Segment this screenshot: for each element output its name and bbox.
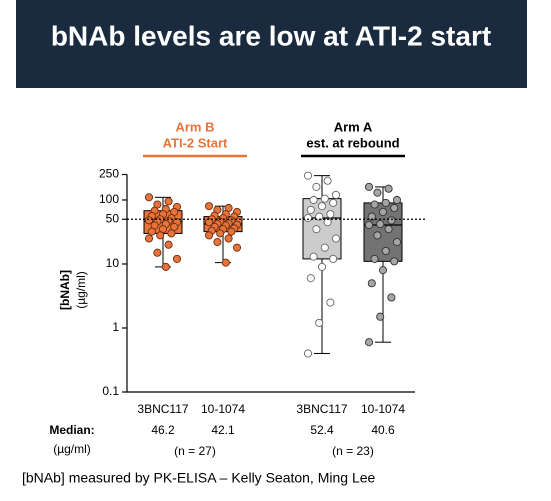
y-tick-label: 100 [99,192,119,206]
data-point [381,246,390,255]
y-tick-label: 0.1 [102,384,119,398]
data-point [370,200,379,209]
data-point [376,220,385,229]
data-point [156,231,165,240]
data-point [144,193,154,202]
group-sublabel: ATI-2 Start [163,135,228,150]
y-axis-label: [bNAb] [58,270,72,310]
median-value: 46.2 [151,423,175,437]
data-point [213,238,222,247]
data-point [390,257,399,266]
x-tick-label: 10-1074 [361,402,405,416]
data-point [317,262,327,271]
median-value: 42.1 [211,423,235,437]
data-point [303,213,313,222]
data-point [373,231,382,240]
data-point [164,197,173,206]
data-point [221,258,230,267]
median-value: 40.6 [371,423,395,437]
data-point [315,318,324,327]
data-point [227,227,236,236]
data-point [370,254,379,263]
data-point [326,298,335,307]
data-point [144,216,154,225]
data-point [216,229,225,238]
data-point [144,234,154,243]
data-point [373,188,382,197]
data-point [153,248,162,257]
footnote: [bNAb] measured by PK-ELISA – Kelly Seat… [22,470,376,486]
x-tick-label: 10-1074 [201,402,245,416]
group-sublabel: est. at rebound [306,135,399,150]
data-point [309,195,318,205]
data-point [224,234,233,243]
x-tick-label: 3BNC117 [296,402,347,416]
data-point [384,225,393,234]
data-point [164,240,173,249]
data-point [315,212,324,221]
data-point [323,218,332,227]
data-point [367,212,376,221]
y-tick-label: 50 [106,211,120,225]
data-point [378,207,388,216]
data-point [161,262,170,271]
data-point [170,222,179,231]
y-axis-unit: (µg/ml) [74,271,88,309]
group-label: Arm B [175,119,214,134]
data-point [147,227,156,236]
x-tick-label: 3BNC117 [137,402,188,416]
data-point [367,279,376,288]
data-point [172,254,182,263]
data-point [364,220,374,230]
median-unit: (µg/ml) [53,442,91,456]
median-label: Median: [49,423,94,437]
data-point [312,225,321,234]
data-point [331,234,341,243]
data-point [303,349,313,358]
data-point [378,266,388,275]
data-point [309,252,318,261]
data-point [312,182,321,191]
n-label: (n = 23) [332,444,374,458]
y-tick-label: 1 [112,320,119,334]
data-point [331,190,341,199]
data-point [329,254,338,263]
title-banner [16,0,527,88]
data-point [326,210,335,219]
data-point [306,205,315,214]
data-point [364,182,374,191]
data-point [306,274,315,283]
data-point [303,171,313,180]
data-point [323,176,332,185]
y-tick-label: 250 [99,167,119,181]
data-point [317,202,327,211]
n-label: (n = 27) [174,444,216,458]
y-tick-label: 10 [106,256,120,270]
data-point [364,338,374,347]
median-value: 52.4 [310,423,334,437]
data-point [204,202,214,211]
data-point [387,293,396,302]
data-point [387,216,396,225]
data-point [167,229,176,238]
data-point [381,198,390,207]
data-point [392,238,402,247]
data-point [204,218,214,227]
group-label: Arm A [334,119,373,134]
chart-title: bNAb levels are low at ATI-2 start [51,20,491,51]
data-point [320,243,329,252]
data-point [384,184,393,193]
data-point [376,312,385,321]
data-point [329,198,338,207]
data-point [232,243,242,252]
data-point [390,203,399,213]
data-point [204,231,214,240]
data-point [392,195,402,205]
data-point [320,194,329,203]
